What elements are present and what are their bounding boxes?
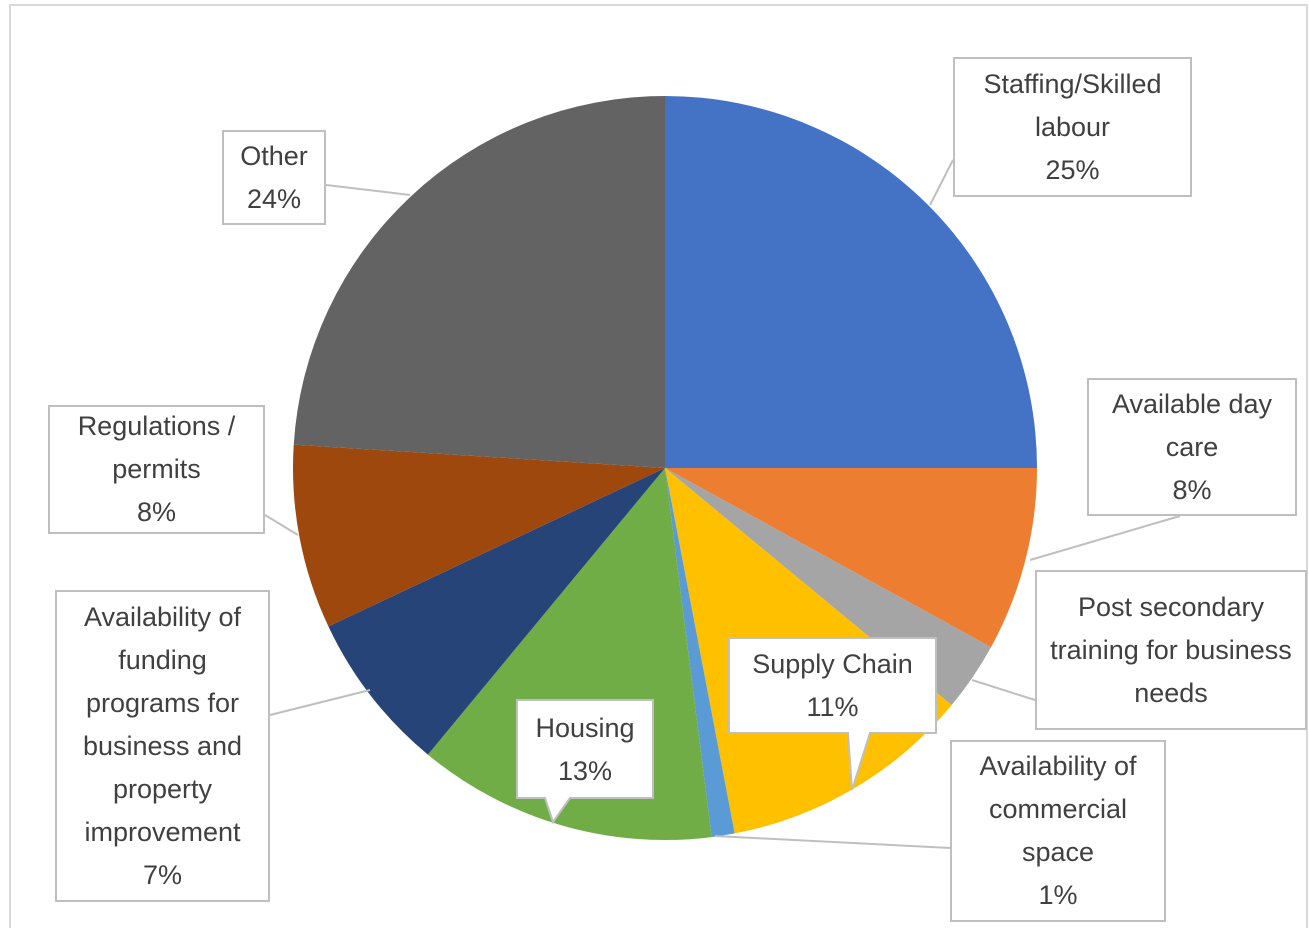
- callout-box: [516, 699, 654, 825]
- category-label: Availability of commercial space: [979, 751, 1137, 867]
- data-label: Post secondary training for business nee…: [1035, 570, 1307, 730]
- leader-lines: [264, 159, 1181, 849]
- category-label: Other: [240, 140, 308, 171]
- leader-line: [325, 184, 411, 196]
- pie-slice: [293, 444, 665, 627]
- category-label: Regulations / permits: [77, 411, 236, 484]
- data-label: Availability of commercial space 1%: [950, 740, 1166, 922]
- pie-slice: [293, 96, 665, 468]
- value-label: 11%: [806, 692, 859, 722]
- category-label: Supply Chain: [752, 649, 913, 679]
- data-label: Supply Chain 11%: [729, 640, 936, 732]
- callout-box: [728, 637, 937, 791]
- category-label: Post secondary training for business nee…: [1050, 591, 1292, 708]
- category-label: Staffing/Skilled labour: [983, 68, 1162, 142]
- leader-line: [714, 835, 951, 849]
- data-label: Housing 13%: [517, 702, 653, 797]
- category-label: Housing: [535, 712, 635, 743]
- value-label: 8%: [136, 497, 177, 527]
- value-label: 13%: [557, 755, 613, 786]
- value-label: 25%: [1045, 154, 1100, 185]
- leader-line: [264, 514, 299, 536]
- leader-line: [269, 689, 371, 716]
- pie-slice: [665, 468, 735, 838]
- pie-slice: [665, 468, 1037, 648]
- data-label: Regulations / permits 8%: [48, 405, 265, 534]
- value-label: 7%: [142, 859, 183, 890]
- pie-slice: [665, 96, 1037, 468]
- data-label: Other 24%: [222, 130, 326, 225]
- value-label: 1%: [1038, 880, 1078, 910]
- leader-line: [929, 159, 954, 206]
- category-label: Availability of funding programs for bus…: [82, 601, 243, 847]
- value-label: 24%: [246, 183, 302, 214]
- leader-line: [1029, 515, 1181, 561]
- data-label: Available day care 8%: [1087, 378, 1297, 516]
- pie-slice: [328, 468, 665, 755]
- leader-line: [971, 679, 1036, 701]
- data-label: Availability of funding programs for bus…: [55, 590, 270, 902]
- chart-frame: [9, 4, 1308, 928]
- category-label: Available day care: [1111, 388, 1273, 462]
- data-label: Staffing/Skilled labour 25%: [953, 57, 1192, 197]
- value-label: 8%: [1172, 474, 1212, 505]
